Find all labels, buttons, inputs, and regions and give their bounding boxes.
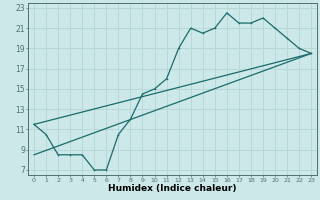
X-axis label: Humidex (Indice chaleur): Humidex (Indice chaleur)	[108, 184, 237, 193]
